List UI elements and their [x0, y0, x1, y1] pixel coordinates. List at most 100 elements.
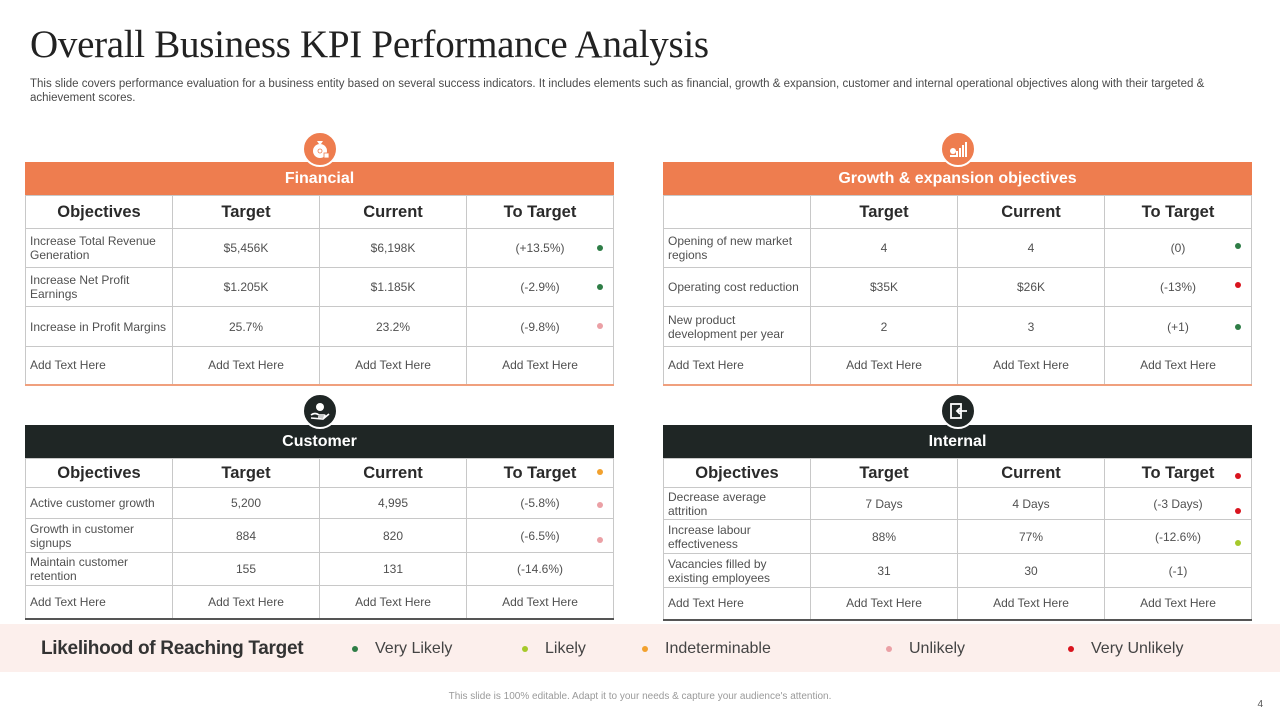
target-cell: 88% — [810, 519, 958, 554]
table-row: Maintain customer retention 155 131 (-14… — [25, 552, 614, 586]
growth-title: Growth & expansion objectives — [663, 162, 1252, 195]
objective-cell: Increase Total Revenue Generation — [25, 228, 173, 268]
current-cell: $6,198K — [319, 228, 467, 268]
to-target-cell: Add Text Here — [466, 346, 614, 385]
table-row: Operating cost reduction $35K $26K (-13%… — [663, 267, 1252, 307]
objective-cell: Vacancies filled by existing employees — [663, 553, 811, 588]
current-cell: $1.185K — [319, 267, 467, 307]
financial-panel: Financial Objectives Target Current To T… — [25, 131, 614, 386]
table-row: Active customer growth 5,200 4,995 (-5.8… — [25, 487, 614, 519]
status-dot-unlikely — [597, 323, 603, 329]
target-cell: 25.7% — [172, 306, 320, 347]
growth-chart-icon — [940, 131, 976, 167]
current-cell: 4,995 — [319, 487, 467, 519]
to-target-cell: (-9.8%) — [466, 306, 614, 347]
growth-table: Target Current To Target Opening of new … — [663, 195, 1252, 386]
to-target-cell: (-2.9%) — [466, 267, 614, 307]
financial-title: Financial — [25, 162, 614, 195]
current-cell: Add Text Here — [319, 585, 467, 619]
to-target-cell: Add Text Here — [1104, 346, 1252, 385]
col-header — [663, 195, 811, 229]
objective-cell: Increase labour effectiveness — [663, 519, 811, 554]
page-title: Overall Business KPI Performance Analysi… — [30, 23, 709, 66]
legend-item-unlikely: Unlikely — [886, 640, 965, 658]
col-header: Current — [957, 195, 1105, 229]
status-dot-very-likely — [597, 245, 603, 251]
likelihood-legend: Likelihood of Reaching Target Very Likel… — [0, 624, 1280, 672]
target-cell: 31 — [810, 553, 958, 588]
table-row: Growth in customer signups 884 820 (-6.5… — [25, 518, 614, 553]
financial-table: Objectives Target Current To Target Incr… — [25, 195, 614, 386]
table-row: Increase labour effectiveness 88% 77% (-… — [663, 519, 1252, 554]
target-cell: 884 — [172, 518, 320, 553]
indeterminable-dot-icon — [642, 646, 648, 652]
to-target-cell: (-3 Days) — [1104, 487, 1252, 520]
to-target-cell: (-13%) — [1104, 267, 1252, 307]
table-header-row: Objectives Target Current To Target — [25, 458, 614, 488]
table-row: Vacancies filled by existing employees 3… — [663, 553, 1252, 588]
objective-cell: Growth in customer signups — [25, 518, 173, 553]
table-row: Add Text Here Add Text Here Add Text Her… — [663, 587, 1252, 620]
objective-cell: Increase in Profit Margins — [25, 306, 173, 347]
customer-table: Objectives Target Current To Target Acti… — [25, 458, 614, 620]
status-dot-indeterminable — [597, 469, 603, 475]
target-cell: Add Text Here — [172, 585, 320, 619]
status-dot-likely — [1235, 540, 1241, 546]
legend-item-very-unlikely: Very Unlikely — [1068, 640, 1183, 658]
legend-title: Likelihood of Reaching Target — [41, 638, 304, 659]
money-bag-icon — [302, 131, 338, 167]
to-target-cell: (-1) — [1104, 553, 1252, 588]
legend-item-likely: Likely — [522, 640, 586, 658]
very-unlikely-dot-icon — [1068, 646, 1074, 652]
target-cell: $35K — [810, 267, 958, 307]
current-cell: 131 — [319, 552, 467, 586]
target-cell: 2 — [810, 306, 958, 347]
objective-cell: Active customer growth — [25, 487, 173, 519]
objective-cell: Increase Net Profit Earnings — [25, 267, 173, 307]
to-target-cell: Add Text Here — [1104, 587, 1252, 620]
col-header: Current — [319, 195, 467, 229]
current-cell: 77% — [957, 519, 1105, 554]
target-cell: Add Text Here — [810, 346, 958, 385]
objective-cell: Add Text Here — [663, 346, 811, 385]
current-cell: 820 — [319, 518, 467, 553]
legend-item-indeterminable: Indeterminable — [642, 640, 771, 658]
objective-cell: Operating cost reduction — [663, 267, 811, 307]
to-target-cell: Add Text Here — [466, 585, 614, 619]
to-target-cell: (-12.6%) — [1104, 519, 1252, 554]
table-header-row: Objectives Target Current To Target — [25, 195, 614, 229]
to-target-cell: (-6.5%) — [466, 518, 614, 553]
status-dot-very-unlikely — [1235, 508, 1241, 514]
current-cell: 4 — [957, 228, 1105, 268]
objective-cell: Opening of new market regions — [663, 228, 811, 268]
table-row: Decrease average attrition 7 Days 4 Days… — [663, 487, 1252, 520]
col-header: To Target — [466, 458, 614, 488]
objective-cell: Add Text Here — [25, 346, 173, 385]
status-dot-unlikely — [597, 502, 603, 508]
customer-title: Customer — [25, 425, 614, 458]
target-cell: $5,456K — [172, 228, 320, 268]
col-header: Target — [810, 458, 958, 488]
col-header: Objectives — [663, 458, 811, 488]
objective-cell: Maintain customer retention — [25, 552, 173, 586]
table-header-row: Objectives Target Current To Target — [663, 458, 1252, 488]
internal-title: Internal — [663, 425, 1252, 458]
status-dot-very-unlikely — [1235, 473, 1241, 479]
col-header: Target — [810, 195, 958, 229]
target-cell: Add Text Here — [810, 587, 958, 620]
col-header: Objectives — [25, 195, 173, 229]
table-row: Increase Net Profit Earnings $1.205K $1.… — [25, 267, 614, 307]
to-target-cell: (0) — [1104, 228, 1252, 268]
table-row: Opening of new market regions 4 4 (0) — [663, 228, 1252, 268]
status-dot-very-likely — [597, 284, 603, 290]
table-row: Increase in Profit Margins 25.7% 23.2% (… — [25, 306, 614, 347]
table-row: Add Text Here Add Text Here Add Text Her… — [25, 585, 614, 619]
objective-cell: Add Text Here — [663, 587, 811, 620]
enter-door-icon — [940, 393, 976, 429]
page-subtitle: This slide covers performance evaluation… — [30, 78, 1205, 104]
target-cell: $1.205K — [172, 267, 320, 307]
status-dot-very-likely — [1235, 324, 1241, 330]
current-cell: 23.2% — [319, 306, 467, 347]
col-header: To Target — [1104, 458, 1252, 488]
table-row: Add Text Here Add Text Here Add Text Her… — [25, 346, 614, 385]
